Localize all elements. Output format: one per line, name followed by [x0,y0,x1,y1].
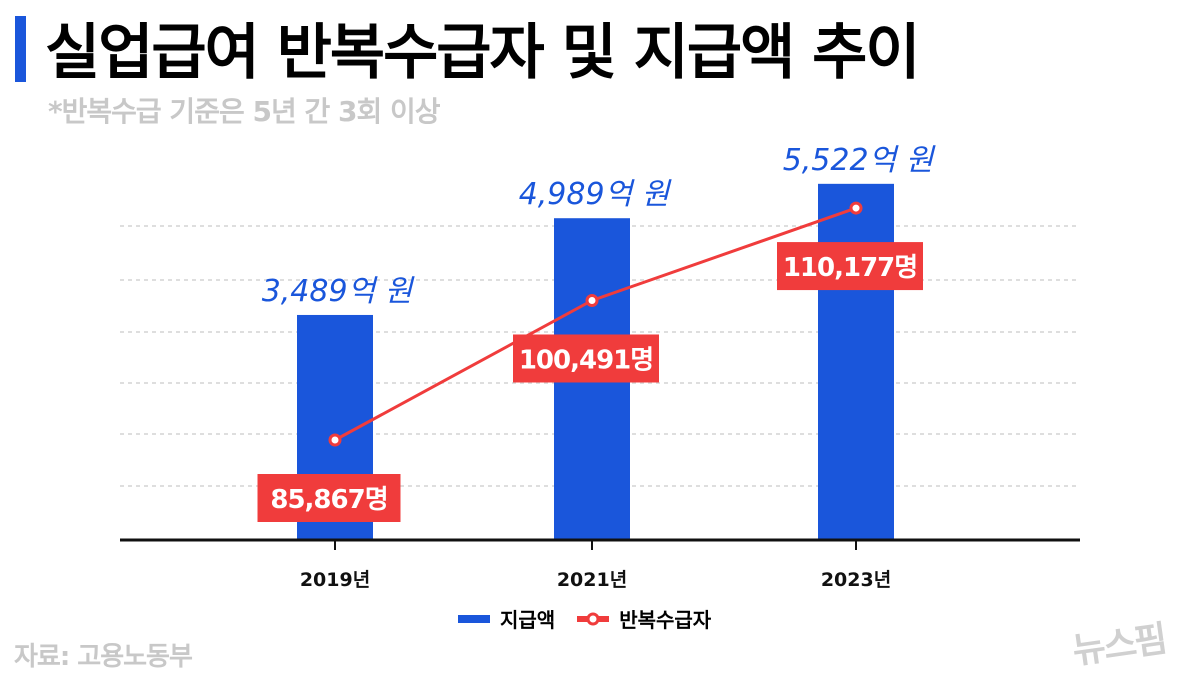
line-value-label: 110,177명 [783,253,917,283]
legend-label: 지급액 [500,608,556,632]
bar [818,183,894,540]
bar-value-label: 4,989억 원 [519,177,672,212]
page-subtitle: *반복수급 기준은 5년 간 3회 이상 [48,95,440,128]
legend: 지급액 반복수급자 [458,604,723,633]
bar-value-label: 5,522억 원 [783,143,936,178]
line-point [328,433,342,447]
legend-label: 반복수급자 [619,608,712,632]
line-value-label-box [257,474,401,522]
legend-item-bar: 지급액 [458,604,555,633]
bar-value-label: 3,489억 원 [262,274,415,309]
legend-item-line: 반복수급자 [577,604,711,633]
line-value-label-box [777,242,923,291]
line-value-label: 85,867명 [270,485,387,515]
legend-line-marker-icon [577,612,610,625]
page-title: 실업급여 반복수급자 및 지급액 추이 [45,18,921,88]
line-point [849,201,863,215]
source-note: 자료: 고용노동부 [14,642,193,672]
x-tick-label: 2021년 [557,569,627,591]
line-value-label: 100,491명 [519,345,653,375]
legend-bar-swatch-icon [458,614,490,623]
x-tick-label: 2023년 [821,569,891,591]
line-point [585,293,599,307]
title-accent-bar [15,16,26,82]
x-tick-label: 2019년 [300,569,370,591]
line-value-label-box [513,334,659,383]
